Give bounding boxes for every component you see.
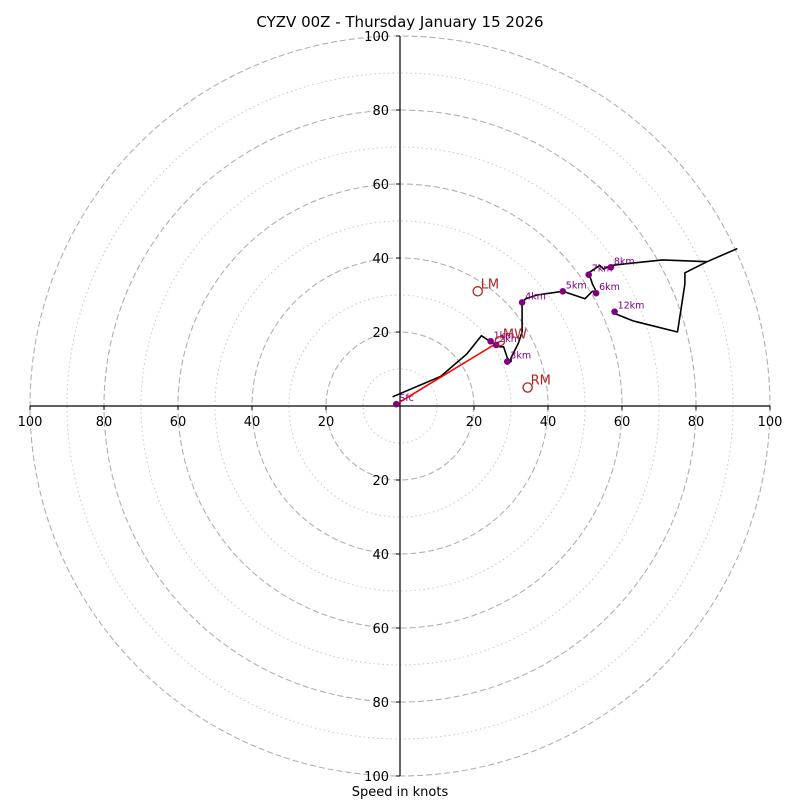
storm-motions: LM MW RM: [472, 277, 551, 393]
x-tick-label: 40: [540, 415, 557, 430]
x-tick-label: 100: [18, 415, 43, 430]
y-tick-label: 60: [372, 622, 389, 637]
height-marker-label: 8km: [614, 256, 635, 267]
height-marker-label: Sfc: [399, 393, 414, 404]
height-marker-dot: [393, 400, 400, 408]
tick-labels: 100 80 60 40 20 20 40 60 80 100 100 80 60 40 20 20 40 60 8…: [18, 30, 783, 785]
x-tick-label: 60: [614, 415, 631, 430]
x-tick-label: 100: [758, 415, 783, 430]
storm-motion-label: LM: [481, 277, 499, 292]
height-marker-label: 7km: [592, 264, 613, 275]
x-tick-label: 20: [318, 415, 335, 430]
height-marker-dot: [487, 337, 494, 345]
x-tick-label: 60: [170, 415, 187, 430]
x-tick-label: 40: [244, 415, 261, 430]
x-tick-label: 20: [466, 415, 483, 430]
mean-wind-vector: [395, 340, 501, 405]
y-tick-label: 20: [372, 326, 389, 341]
storm-motion-label: RM: [531, 374, 551, 389]
storm-motion-label: MW: [503, 327, 527, 342]
height-marker-dot: [518, 299, 526, 306]
axes: [30, 36, 770, 776]
y-tick-label: 20: [372, 474, 389, 489]
height-marker-label: 6km: [599, 282, 620, 293]
height-marker-label: 12km: [618, 301, 645, 312]
storm-motion-marker: [494, 335, 506, 347]
y-tick-label: 80: [372, 696, 389, 711]
storm-motion-marker: [522, 382, 533, 393]
chart-title: CYZV 00Z - Thursday January 15 2026: [256, 13, 543, 31]
height-marker-dot: [504, 358, 511, 365]
height-marker-dot: [611, 308, 618, 315]
height-marker-dot: [585, 271, 592, 278]
hodograph-line: [392, 248, 738, 398]
y-tick-label: 100: [364, 30, 389, 45]
height-marker-label: 1km: [494, 330, 515, 341]
y-tick-label: 80: [372, 104, 389, 119]
x-tick-label: 80: [96, 415, 113, 430]
y-tick-label: 60: [372, 178, 389, 193]
height-marker-label: 3km: [510, 351, 531, 362]
height-marker-dot: [592, 289, 600, 297]
x-axis-label: Speed in knots: [352, 785, 449, 800]
height-marker-dot: [607, 263, 615, 271]
y-tick-label: 40: [372, 548, 389, 563]
storm-motion-marker: [472, 286, 483, 297]
height-marker-dot: [559, 288, 567, 295]
hodograph-trace: [392, 248, 738, 405]
height-marker-label: 4km: [525, 291, 546, 302]
y-tick-label: 40: [372, 252, 389, 267]
x-tick-label: 80: [688, 415, 705, 430]
height-marker-label: 5km: [566, 280, 587, 291]
y-tick-label: 100: [364, 770, 389, 785]
height-marker-label: 2km: [499, 334, 520, 345]
